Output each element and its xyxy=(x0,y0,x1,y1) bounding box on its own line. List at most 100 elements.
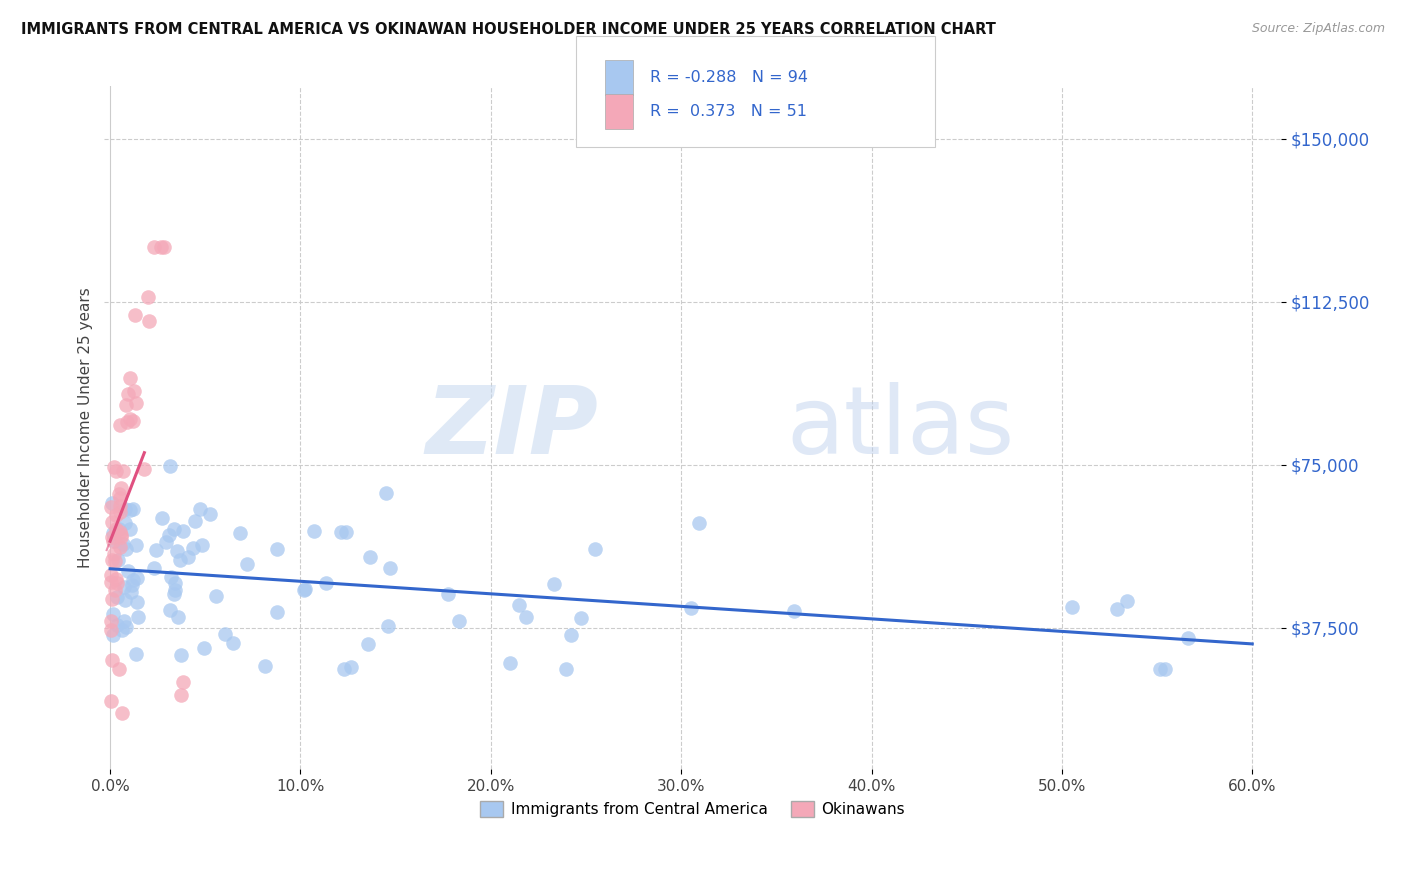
Point xyxy=(266,605,288,619)
Point xyxy=(105,464,128,478)
Point xyxy=(100,496,122,510)
Point xyxy=(188,502,211,516)
Point xyxy=(184,514,207,528)
Point xyxy=(543,577,565,591)
Point xyxy=(101,628,124,642)
Point xyxy=(783,604,806,618)
Point xyxy=(1177,632,1199,646)
Point xyxy=(117,564,139,578)
Point xyxy=(159,603,181,617)
Point xyxy=(118,412,141,426)
Point xyxy=(1107,602,1129,616)
Text: ZIP: ZIP xyxy=(426,382,599,474)
Point xyxy=(292,582,315,597)
Point xyxy=(108,662,131,676)
Point xyxy=(100,653,122,667)
Point xyxy=(159,570,181,584)
Point xyxy=(191,538,214,552)
Point xyxy=(176,550,198,565)
Point xyxy=(169,553,191,567)
Point xyxy=(163,587,186,601)
Point xyxy=(101,525,124,540)
Point xyxy=(108,499,131,513)
Point xyxy=(127,610,149,624)
Point xyxy=(120,371,142,385)
Point xyxy=(335,524,357,539)
Point xyxy=(108,491,131,506)
Point xyxy=(163,583,186,598)
Point xyxy=(108,522,131,536)
Point xyxy=(569,610,592,624)
Point xyxy=(555,662,578,676)
Point xyxy=(122,573,145,587)
Point xyxy=(132,462,155,476)
Point xyxy=(100,624,122,638)
Point xyxy=(115,620,138,634)
Point xyxy=(117,387,139,401)
Point xyxy=(103,459,125,474)
Point xyxy=(170,689,193,703)
Point xyxy=(1060,599,1083,614)
Point xyxy=(205,589,228,603)
Point xyxy=(214,626,236,640)
Point xyxy=(101,607,124,622)
Point xyxy=(100,575,122,590)
Point xyxy=(105,576,128,591)
Point xyxy=(142,240,165,254)
Point xyxy=(499,656,522,670)
Point xyxy=(125,647,148,661)
Point xyxy=(110,527,132,541)
Text: R = -0.288   N = 94: R = -0.288 N = 94 xyxy=(650,70,807,85)
Point xyxy=(125,538,148,552)
Point xyxy=(332,662,354,676)
Y-axis label: Householder Income Under 25 years: Householder Income Under 25 years xyxy=(79,287,93,568)
Point xyxy=(101,515,124,529)
Point xyxy=(266,542,288,557)
Point xyxy=(114,398,136,412)
Point xyxy=(229,525,252,540)
Point xyxy=(105,522,128,536)
Point xyxy=(315,576,337,591)
Point xyxy=(166,544,188,558)
Point xyxy=(104,554,127,568)
Point xyxy=(560,628,582,642)
Point xyxy=(294,582,316,596)
Point xyxy=(108,525,131,540)
Point xyxy=(136,290,159,304)
Point xyxy=(193,641,215,656)
Point xyxy=(222,636,245,650)
Point xyxy=(104,583,127,598)
Legend: Immigrants from Central America, Okinawans: Immigrants from Central America, Okinawa… xyxy=(474,795,911,823)
Point xyxy=(100,568,122,582)
Point xyxy=(110,706,132,720)
Point xyxy=(118,503,141,517)
Point xyxy=(124,309,146,323)
Point xyxy=(114,502,136,516)
Point xyxy=(515,610,537,624)
Point xyxy=(108,417,131,432)
Point xyxy=(583,541,606,556)
Point xyxy=(105,508,128,522)
Point xyxy=(121,502,143,516)
Point xyxy=(108,540,131,554)
Point xyxy=(170,648,193,662)
Point xyxy=(679,601,702,615)
Point xyxy=(114,516,136,530)
Point xyxy=(122,384,145,399)
Point xyxy=(167,610,190,624)
Point xyxy=(172,675,194,690)
Point xyxy=(107,486,129,500)
Point xyxy=(1115,593,1137,607)
Point xyxy=(101,553,124,567)
Point xyxy=(105,618,128,632)
Text: IMMIGRANTS FROM CENTRAL AMERICA VS OKINAWAN HOUSEHOLDER INCOME UNDER 25 YEARS CO: IMMIGRANTS FROM CENTRAL AMERICA VS OKINA… xyxy=(21,22,995,37)
Point xyxy=(157,527,180,541)
Point xyxy=(100,500,122,514)
Point xyxy=(112,464,135,478)
Point xyxy=(101,592,124,607)
Point xyxy=(375,485,398,500)
Point xyxy=(150,511,173,525)
Point xyxy=(688,516,710,531)
Point xyxy=(1149,662,1171,676)
Point xyxy=(359,549,381,564)
